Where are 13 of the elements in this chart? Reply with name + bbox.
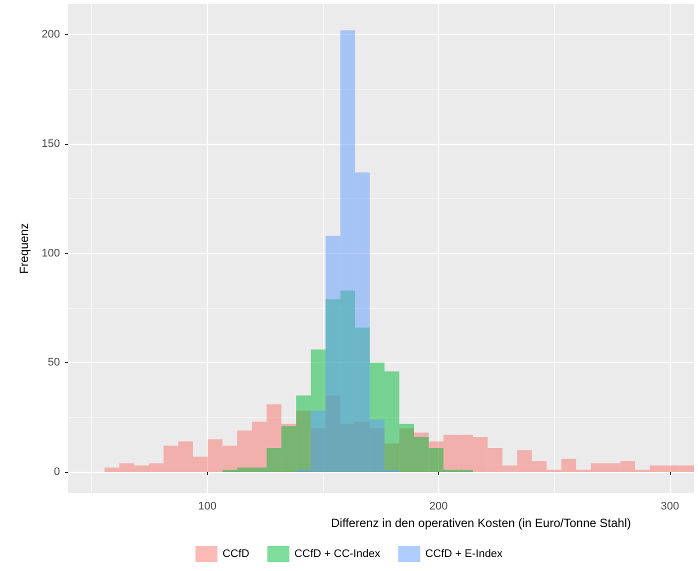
- legend-label: CCfD + CC-Index: [294, 548, 381, 560]
- x-tick-label: 300: [660, 500, 680, 512]
- legend-label: CCfD: [222, 548, 250, 560]
- x-axis-title: Differenz in den operativen Kosten (in Euro/Tonne Stahl): [331, 516, 631, 530]
- x-tick-label: 100: [198, 500, 216, 512]
- y-axis-title: Frequenz: [17, 223, 31, 274]
- legend-label: CCfD + E-Index: [425, 548, 504, 560]
- y-tick-label: 100: [42, 247, 60, 260]
- y-tick-label: 50: [48, 356, 60, 369]
- y-tick-label: 200: [42, 28, 60, 41]
- y-tick-label: 0: [54, 466, 60, 478]
- x-tick-label: 200: [429, 500, 448, 512]
- y-tick-label: 150: [42, 138, 60, 150]
